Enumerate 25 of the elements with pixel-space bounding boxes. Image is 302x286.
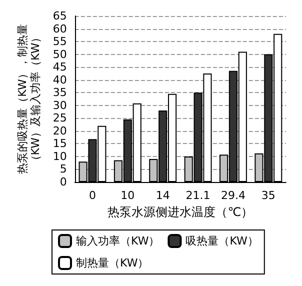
legend-label: 制热量（KW） [76,256,149,270]
y-tick-label: 55 [52,35,67,48]
y-tick-label: 10 [52,150,67,163]
x-tick-label: 29.4 [220,189,246,202]
x-tick-label: 35 [261,189,276,202]
y-tick-label: 40 [52,73,67,86]
y-tick-label: 0 [60,176,67,188]
x-tick-label: 0 [88,189,96,202]
y-tick-label: 20 [52,124,67,138]
y-tick-label: 30 [52,98,67,112]
y-tick-label: 5 [60,162,67,176]
x-tick-label: 10 [120,189,135,202]
x-axis-title: 热泵水源侧进水温度（℃） [108,204,254,219]
legend-label: 输入功率（KW） [76,234,160,248]
y-tick-label: 15 [52,137,67,150]
y-tick-label: 45 [52,60,67,74]
y-tick-label: 65 [52,10,67,22]
y-tick-label: 35 [52,86,67,100]
y-axis-title: 热泵的吸热量（KW），制热量（KW）及输入功率（KW） [16,24,42,174]
y-tick-label: 25 [52,112,67,125]
y-tick-label: 50 [52,48,67,61]
x-tick-label: 14 [156,189,170,202]
legend-label: 吸热量（KW） [186,234,258,248]
y-tick-label: 60 [52,22,67,36]
x-tick-label: 21.1 [186,189,210,202]
